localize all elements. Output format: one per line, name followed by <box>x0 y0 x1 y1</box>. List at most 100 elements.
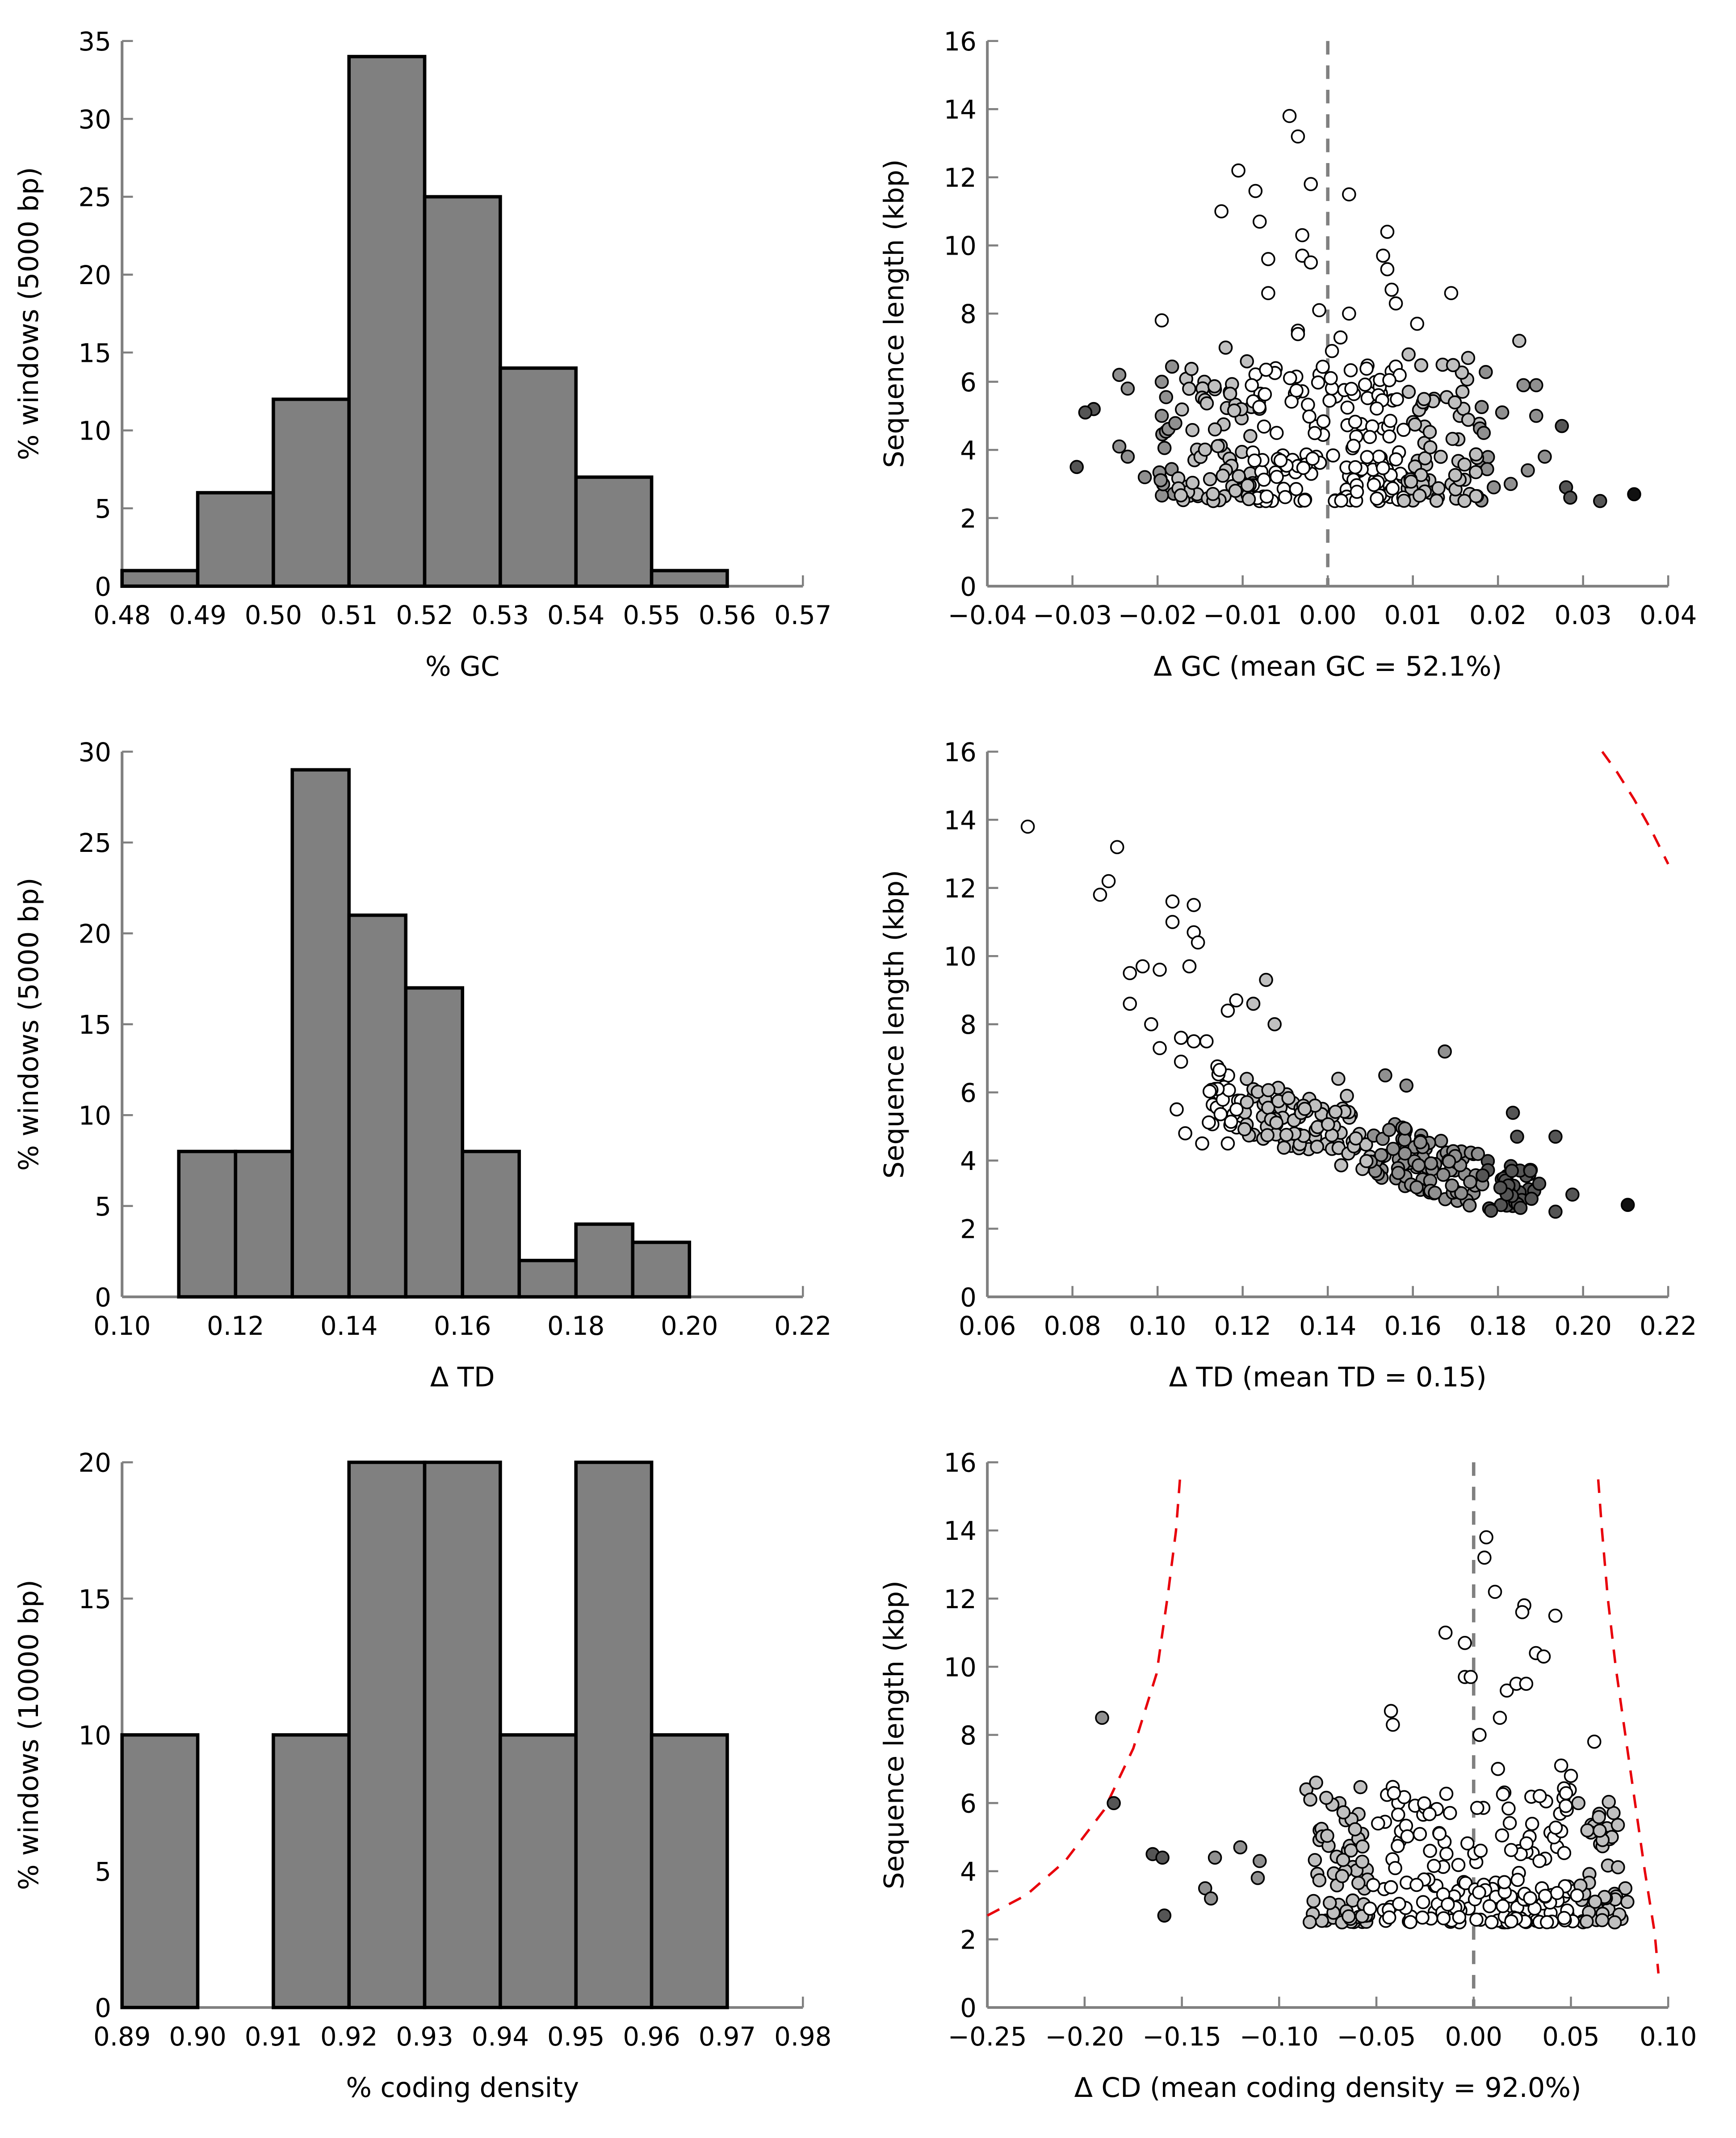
data-point <box>1427 1859 1441 1873</box>
x-tick-label: −0.01 <box>1203 600 1282 630</box>
data-point <box>1237 1122 1252 1136</box>
data-point <box>1473 1844 1488 1858</box>
y-tick-label: 16 <box>943 737 976 767</box>
data-point <box>1351 1876 1366 1890</box>
y-tick-label: 0 <box>960 571 977 602</box>
data-point <box>1391 1839 1405 1853</box>
data-point <box>1455 365 1469 380</box>
data-point <box>1153 962 1167 977</box>
data-point <box>1548 1204 1563 1219</box>
data-point <box>1580 1823 1595 1838</box>
y-tick-label: 4 <box>960 1857 977 1887</box>
data-point <box>1331 1072 1346 1086</box>
x-axis-label: % GC <box>425 651 499 683</box>
data-point <box>1211 439 1225 453</box>
y-tick-label: 15 <box>79 1584 111 1614</box>
data-point <box>1414 358 1429 373</box>
data-point <box>1289 482 1304 496</box>
data-point <box>1451 1858 1466 1872</box>
data-point <box>1503 477 1518 491</box>
data-point <box>1302 409 1317 424</box>
histogram-bar <box>574 475 654 588</box>
data-point <box>1334 493 1349 508</box>
data-point <box>1252 1854 1267 1868</box>
data-point <box>1375 461 1390 475</box>
data-point <box>1557 1911 1572 1925</box>
data-point <box>1174 1031 1188 1045</box>
data-point <box>1316 360 1330 374</box>
data-point <box>1445 432 1460 446</box>
x-tick-label: 0.50 <box>245 600 302 630</box>
x-tick-label: 0.49 <box>169 600 226 630</box>
data-point <box>1458 1636 1472 1650</box>
data-point <box>1618 1881 1633 1895</box>
x-tick-label: 0.54 <box>547 600 604 630</box>
x-tick-label: 0.53 <box>472 600 529 630</box>
y-tick-label: 35 <box>79 26 111 57</box>
data-point <box>1571 1796 1586 1811</box>
data-point <box>1182 381 1196 396</box>
data-point <box>1627 487 1641 502</box>
data-point <box>1447 395 1462 410</box>
data-point <box>1429 494 1444 508</box>
data-point <box>1312 1873 1327 1887</box>
data-point <box>1304 255 1318 270</box>
x-tick-label: 0.01 <box>1384 600 1441 630</box>
data-point <box>1214 204 1229 218</box>
data-point <box>1397 494 1411 508</box>
data-point <box>1198 442 1212 457</box>
data-point <box>1482 1899 1497 1913</box>
data-point <box>1388 1861 1402 1875</box>
data-point <box>1411 1158 1426 1173</box>
data-point <box>1335 1869 1350 1883</box>
histogram-bar <box>234 1149 294 1299</box>
data-point <box>1416 1895 1430 1909</box>
data-point <box>1484 1915 1499 1929</box>
histogram-bar <box>347 1460 427 2009</box>
data-point <box>1417 392 1431 407</box>
data-point <box>1168 416 1182 431</box>
x-tick-label: 0.18 <box>1469 1311 1526 1341</box>
data-point <box>1259 362 1273 377</box>
data-point <box>1538 449 1552 464</box>
y-tick-label: 30 <box>79 104 111 134</box>
data-point <box>1349 1131 1363 1146</box>
chart-scatter-gc: −0.04 −0.03 −0.02 −0.01 0.00 0.01 0.02 0.03 0.04… <box>879 26 1697 683</box>
y-tick-label: 2 <box>960 1925 977 1955</box>
x-tick-label: 0.92 <box>320 2021 377 2052</box>
data-point <box>1557 1846 1572 1860</box>
data-point <box>1387 1786 1401 1800</box>
histogram-bar <box>272 1733 351 2009</box>
y-axis-label: Sequence length (kbp) <box>879 159 910 468</box>
data-point <box>1240 1095 1254 1110</box>
data-point <box>1227 403 1241 418</box>
x-tick-label: 0.48 <box>93 600 151 630</box>
y-axis-label: % windows (5000 bp) <box>13 167 45 460</box>
data-point <box>1523 1891 1537 1905</box>
data-point <box>1069 460 1084 474</box>
x-tick-label: 0.00 <box>1299 600 1356 630</box>
x-tick-label: 0.57 <box>774 600 831 630</box>
data-point <box>1184 362 1199 376</box>
data-point <box>1229 1102 1244 1117</box>
data-point <box>1363 430 1377 444</box>
data-point <box>1297 1102 1312 1116</box>
data-point <box>1333 330 1348 345</box>
data-point <box>1212 1063 1227 1077</box>
data-point <box>1258 387 1272 402</box>
data-point <box>1523 1164 1538 1178</box>
data-point <box>1469 489 1483 503</box>
data-point <box>1259 973 1273 987</box>
data-point <box>1269 1115 1283 1130</box>
data-point <box>1348 460 1363 474</box>
threshold-curve <box>986 1479 1181 1917</box>
x-tick-label: 0.51 <box>320 600 377 630</box>
data-point <box>1471 1147 1485 1161</box>
data-point <box>1358 377 1372 392</box>
data-point <box>1457 494 1472 508</box>
data-point <box>1570 1888 1584 1903</box>
data-point <box>1382 1910 1396 1925</box>
data-point <box>1396 423 1411 437</box>
data-point <box>1363 1901 1377 1916</box>
data-point <box>1359 1154 1374 1168</box>
